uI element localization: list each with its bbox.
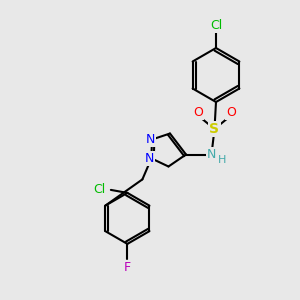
Text: S: S (209, 122, 220, 136)
Text: Cl: Cl (94, 183, 106, 196)
Text: H: H (218, 155, 226, 165)
Text: N: N (207, 148, 216, 161)
Text: Cl: Cl (210, 19, 222, 32)
Text: F: F (124, 261, 131, 274)
Text: O: O (193, 106, 203, 119)
Text: N: N (146, 133, 155, 146)
Text: O: O (226, 106, 236, 119)
Text: N: N (145, 152, 154, 165)
